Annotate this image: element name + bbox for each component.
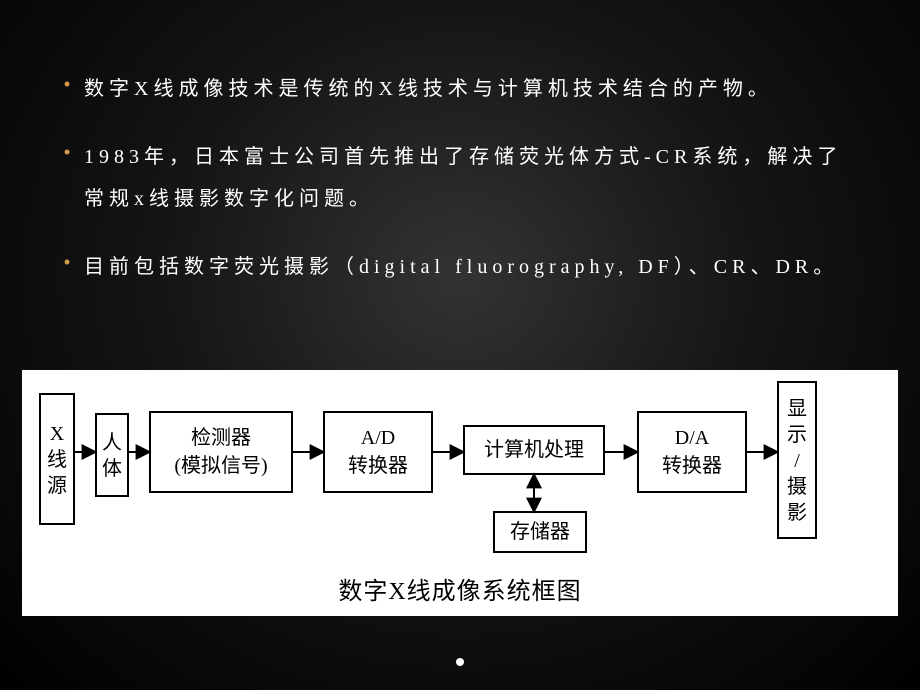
svg-text:计算机处理: 计算机处理 (484, 438, 584, 461)
svg-text:X: X (50, 423, 65, 445)
svg-text:/: / (794, 450, 800, 472)
svg-text:显: 显 (787, 398, 807, 420)
bullet-marker: • (50, 68, 84, 100)
svg-text:存储器: 存储器 (510, 520, 570, 543)
svg-text:检测器: 检测器 (191, 426, 251, 449)
svg-text:人: 人 (102, 431, 122, 454)
svg-text:(模拟信号): (模拟信号) (174, 454, 267, 477)
diagram-caption: 数字X线成像系统框图 (22, 571, 898, 606)
flowchart-nodes: X线源 人体 检测器 (模拟信号) A/D 转换器 计算机处理存储器 D/A 转换器 显示 / 摄影 (40, 382, 816, 552)
bullet-text: 1983年，日本富士公司首先推出了存储荧光体方式-CR系统，解决了常规x线摄影数… (84, 136, 865, 220)
svg-text:影: 影 (787, 501, 807, 524)
svg-text:摄: 摄 (787, 475, 807, 498)
svg-text:转换器: 转换器 (662, 454, 722, 477)
bullet-item: • 目前包括数字荧光摄影（digital fluorography, DF）、C… (50, 246, 865, 288)
svg-text:源: 源 (47, 474, 67, 497)
svg-text:转换器: 转换器 (348, 454, 408, 477)
bullet-text: 目前包括数字荧光摄影（digital fluorography, DF）、CR、… (84, 246, 865, 288)
bullet-marker: • (50, 246, 84, 278)
bullet-item: • 数字X线成像技术是传统的X线技术与计算机技术结合的产物。 (50, 68, 865, 110)
bullet-text: 数字X线成像技术是传统的X线技术与计算机技术结合的产物。 (84, 68, 865, 110)
page-indicator-dot (456, 658, 464, 666)
diagram-panel: X线源人体检测器(模拟信号)A/D转换器计算机处理存储器D/A转换器显示/摄影 … (22, 370, 898, 616)
svg-text:D/A: D/A (675, 427, 710, 449)
bullet-marker: • (50, 136, 84, 168)
svg-text:示: 示 (787, 424, 807, 446)
svg-text:体: 体 (102, 457, 122, 480)
bullet-item: • 1983年，日本富士公司首先推出了存储荧光体方式-CR系统，解决了常规x线摄… (50, 136, 865, 220)
slide-root: • 数字X线成像技术是传统的X线技术与计算机技术结合的产物。 • 1983年，日… (0, 0, 920, 690)
svg-text:A/D: A/D (361, 427, 395, 449)
bullet-list: • 数字X线成像技术是传统的X线技术与计算机技术结合的产物。 • 1983年，日… (50, 68, 865, 314)
svg-text:线: 线 (47, 448, 67, 471)
